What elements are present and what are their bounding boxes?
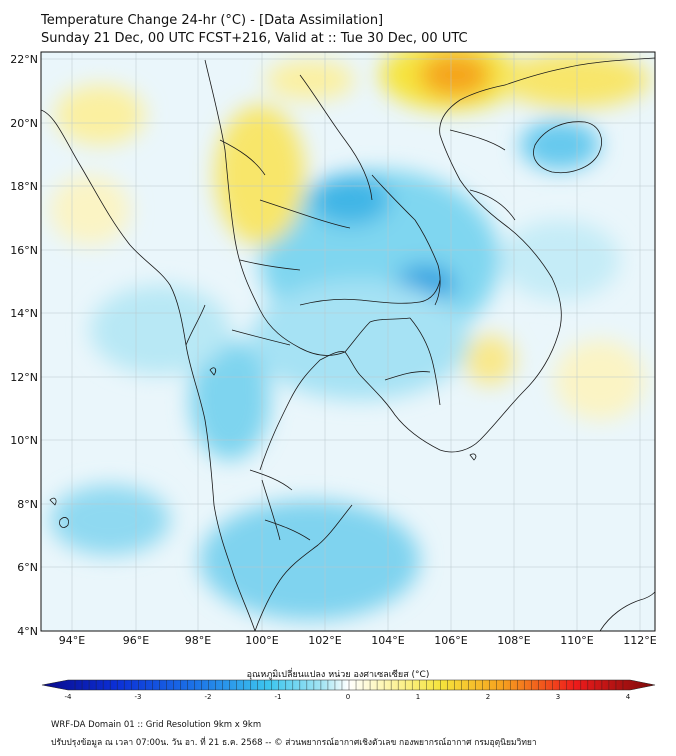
colorbar-tick-label: 4 <box>625 693 631 701</box>
footer-credit: ปรับปรุงข้อมูล ณ เวลา 07:00น. วัน อา. ที… <box>51 738 537 748</box>
lat-label: 4°N <box>17 625 38 638</box>
lon-label: 106°E <box>434 634 467 647</box>
lat-label: 8°N <box>17 498 38 511</box>
lon-label: 96°E <box>123 634 149 647</box>
lat-label: 6°N <box>17 561 38 574</box>
colorbar-tick-label: 3 <box>555 693 561 701</box>
lon-label: 94°E <box>59 634 85 647</box>
colorbar-tick-label: -1 <box>274 693 282 701</box>
colorbar-tick-label: -4 <box>64 693 72 701</box>
footer-model-info: WRF-DA Domain 01 :: Grid Resolution 9km … <box>51 720 262 730</box>
colorbar-ticks <box>74 680 624 690</box>
lon-label: 108°E <box>497 634 530 647</box>
colorbar-tick-label: -2 <box>204 693 212 701</box>
latitude-labels: 22°N 20°N 18°N 16°N 14°N 12°N 10°N 8°N 6… <box>10 53 38 638</box>
lat-label: 18°N <box>10 180 38 193</box>
lat-label: 22°N <box>10 53 38 66</box>
lat-label: 20°N <box>10 117 38 130</box>
colorbar <box>41 679 656 691</box>
lon-label: 104°E <box>371 634 404 647</box>
lon-label: 110°E <box>560 634 593 647</box>
lon-label: 100°E <box>245 634 278 647</box>
graticule <box>41 52 655 631</box>
lat-label: 12°N <box>10 371 38 384</box>
lon-label: 112°E <box>623 634 656 647</box>
colorbar-tick-label: 0 <box>345 693 351 701</box>
longitude-labels: 94°E 96°E 98°E 100°E 102°E 104°E 106°E 1… <box>59 634 657 647</box>
map-subtitle: Sunday 21 Dec, 00 UTC FCST+216, Valid at… <box>41 31 468 46</box>
colorbar-tick-label: -3 <box>134 693 142 701</box>
lat-label: 10°N <box>10 434 38 447</box>
lon-label: 102°E <box>308 634 341 647</box>
coastlines-and-borders <box>41 57 655 631</box>
colorbar-ramp <box>41 679 656 691</box>
colorbar-tick-label: 1 <box>415 693 421 701</box>
map-frame <box>40 51 656 632</box>
colorbar-label: อุณหภูมิเปลี่ยนแปลง หน่วย องศาเซลเซียส (… <box>246 670 430 680</box>
lon-label: 98°E <box>185 634 211 647</box>
lat-label: 16°N <box>10 244 38 257</box>
colorbar-tick-label: 2 <box>485 693 491 701</box>
map-title: Temperature Change 24-hr (°C) - [Data As… <box>41 13 384 28</box>
lat-label: 14°N <box>10 307 38 320</box>
temperature-field <box>41 52 655 631</box>
